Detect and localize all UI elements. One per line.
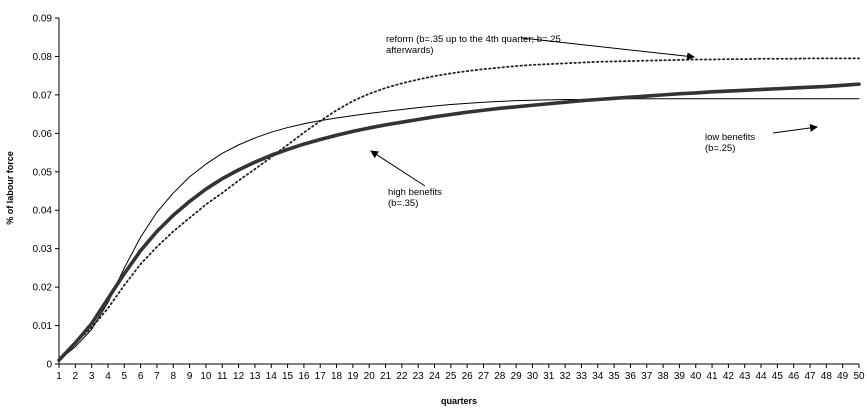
x-tick-label: 15 [282, 371, 294, 382]
y-tick-label: 0.04 [33, 206, 53, 217]
y-tick-label: 0.01 [33, 321, 53, 332]
x-tick-label: 3 [89, 371, 95, 382]
x-tick-label: 41 [706, 371, 718, 382]
y-tick-label: 0.05 [33, 167, 53, 178]
x-tick-label: 37 [641, 371, 653, 382]
annotation-low-line-1: low benefits [705, 132, 755, 143]
x-tick-label: 50 [853, 371, 865, 382]
y-axis-title: % of labour force [5, 151, 15, 225]
series-line-thin-solid [58, 98, 860, 361]
x-tick-label: 47 [804, 371, 816, 382]
axes: 00.010.020.030.040.050.060.070.080.091 2 3… [33, 14, 865, 383]
x-tick-label: 36 [625, 371, 637, 382]
x-axis-title: quarters [441, 396, 477, 406]
x-tick-label: 31 [543, 371, 555, 382]
x-tick-label: 2 [73, 371, 79, 382]
x-tick-label: 1 [56, 371, 62, 382]
annotation-reform: reform (b=.35 up to the 4th quarter; b=.… [386, 34, 695, 61]
x-tick-label: 48 [821, 371, 833, 382]
x-tick-label: 42 [723, 371, 735, 382]
x-tick-label: 22 [396, 371, 408, 382]
x-tick-label: 21 [380, 371, 392, 382]
x-tick-label: 12 [233, 371, 245, 382]
x-tick-label: 17 [315, 371, 327, 382]
y-tick-label: 0.07 [33, 90, 53, 101]
x-tick-label: 13 [249, 371, 261, 382]
series-layer [57, 57, 861, 362]
x-tick-label: 44 [755, 371, 767, 382]
x-tick-label: 19 [347, 371, 359, 382]
x-tick-label: 6 [138, 371, 144, 382]
x-tick-label: 43 [739, 371, 751, 382]
x-tick-label: 29 [511, 371, 523, 382]
annotation-high-line-2: (b=.35) [388, 198, 418, 209]
x-tick-label: 4 [105, 371, 111, 382]
x-tick-label: 25 [445, 371, 457, 382]
annotation-reform-line-1: reform (b=.35 up to the 4th quarter; b=.… [386, 34, 561, 45]
y-tick-label: 0.03 [33, 244, 53, 255]
x-tick-label: 7 [154, 371, 160, 382]
series-line-dotted [58, 57, 860, 362]
x-tick-label: 9 [187, 371, 193, 382]
x-tick-label: 33 [576, 371, 588, 382]
x-tick-label: 10 [200, 371, 212, 382]
x-tick-label: 45 [772, 371, 784, 382]
x-tick-label: 46 [788, 371, 800, 382]
x-tick-label: 20 [364, 371, 376, 382]
y-tick-label: 0.02 [33, 283, 53, 294]
x-tick-label: 14 [266, 371, 278, 382]
y-tick-label: 0.08 [33, 52, 53, 63]
x-tick-label: 5 [122, 371, 128, 382]
x-tick-label: 16 [298, 371, 310, 382]
annotation-reform-arrow [521, 37, 695, 61]
x-tick-label: 49 [837, 371, 849, 382]
x-tick-label: 40 [690, 371, 702, 382]
x-tick-label: 39 [674, 371, 686, 382]
y-tick-label: 0 [46, 360, 52, 371]
annotation-low-line-2: (b=.25) [705, 143, 735, 154]
x-tick-label: 8 [171, 371, 177, 382]
annotation-low-arrow [772, 123, 818, 134]
x-tick-label: 23 [413, 371, 425, 382]
x-tick-label: 27 [478, 371, 490, 382]
annotation-high-line-1: high benefits [388, 187, 442, 198]
x-tick-label: 30 [527, 371, 539, 382]
y-tick-label: 0.06 [33, 129, 53, 140]
annotations: reform (b=.35 up to the 4th quarter; b=.… [370, 34, 818, 209]
annotation-high: high benefits (b=.35) [370, 150, 442, 209]
x-tick-label: 38 [658, 371, 670, 382]
x-tick-label: 34 [592, 371, 604, 382]
x-tick-label: 28 [494, 371, 506, 382]
annotation-reform-line-2: afterwards) [386, 45, 434, 56]
x-tick-label: 24 [429, 371, 441, 382]
series-line-thick-solid [57, 82, 861, 362]
annotation-low: low benefits (b=.25) [705, 123, 818, 154]
annotation-high-arrow [370, 150, 426, 187]
x-tick-label: 11 [217, 371, 228, 382]
x-tick-label: 32 [560, 371, 572, 382]
x-tick-label: 18 [331, 371, 343, 382]
x-tick-label: 35 [609, 371, 621, 382]
x-tick-label: 26 [462, 371, 474, 382]
y-tick-label: 0.09 [33, 14, 53, 25]
